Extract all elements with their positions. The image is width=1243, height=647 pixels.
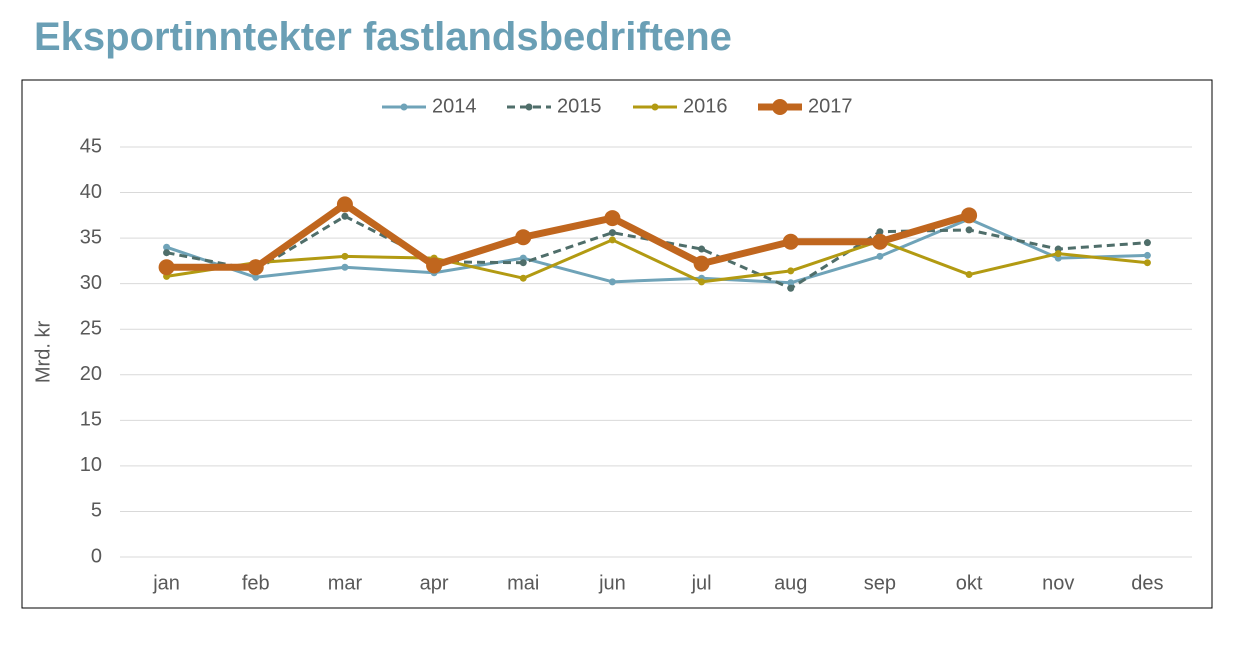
data-point (252, 273, 260, 281)
legend-marker (651, 103, 659, 111)
series-line (166, 200, 971, 271)
data-point (163, 243, 171, 251)
data-point (787, 284, 795, 292)
chart-title: Eksportinntekter fastlandsbedriftene (34, 15, 732, 59)
x-tick-label: des (1131, 572, 1163, 594)
data-point (698, 245, 706, 253)
x-tick-label: mai (507, 572, 539, 594)
x-tick-label: jul (691, 572, 712, 594)
y-tick-label: 15 (80, 409, 102, 431)
x-tick-label: okt (956, 572, 983, 594)
data-point (965, 271, 973, 279)
data-point (426, 257, 443, 274)
y-tick-label: 45 (80, 135, 102, 157)
y-tick-label: 20 (80, 363, 102, 385)
legend-marker (525, 103, 533, 111)
data-point (515, 229, 532, 246)
data-point (163, 249, 171, 257)
data-point (341, 252, 349, 260)
data-point (519, 259, 527, 267)
y-tick-label: 5 (91, 500, 102, 522)
data-point (608, 278, 616, 286)
data-point (336, 196, 353, 213)
data-point (961, 207, 978, 224)
data-point (871, 233, 888, 250)
x-tick-label: nov (1042, 572, 1074, 594)
data-point (965, 226, 973, 234)
x-tick-label: feb (242, 572, 270, 594)
data-point (608, 229, 616, 237)
y-tick-label: 0 (91, 545, 102, 567)
data-point (1143, 239, 1151, 247)
data-point (876, 228, 884, 236)
data-point (787, 267, 795, 275)
legend-label: 2016 (683, 95, 728, 117)
y-tick-label: 25 (80, 318, 102, 340)
data-point (1054, 250, 1062, 258)
data-point (1143, 259, 1151, 267)
legend-marker (772, 99, 788, 115)
data-point (604, 210, 621, 227)
data-point (787, 279, 795, 287)
y-tick-label: 10 (80, 454, 102, 476)
data-point (876, 252, 884, 260)
legend-label: 2017 (808, 95, 853, 117)
legend-label: 2014 (432, 95, 477, 117)
legend-marker (400, 103, 408, 111)
x-tick-label: apr (420, 572, 449, 594)
series-line (166, 238, 1148, 284)
x-tick-label: aug (774, 572, 807, 594)
series-line (166, 217, 1148, 285)
chart-frame (21, 79, 1213, 609)
y-tick-label: 30 (80, 272, 102, 294)
y-tick-label: 35 (80, 226, 102, 248)
x-tick-label: sep (864, 572, 896, 594)
data-point (693, 255, 710, 272)
data-point (158, 259, 175, 276)
x-tick-label: jun (598, 572, 626, 594)
y-tick-label: 40 (80, 181, 102, 203)
data-point (1143, 251, 1151, 259)
x-tick-label: jan (152, 572, 180, 594)
x-tick-label: mar (328, 572, 363, 594)
data-point (341, 263, 349, 271)
data-point (698, 278, 706, 286)
data-point (341, 212, 349, 220)
legend-label: 2015 (557, 95, 602, 117)
data-point (782, 233, 799, 250)
data-point (519, 274, 527, 282)
y-axis-label: Mrd. kr (32, 321, 54, 384)
data-point (247, 259, 264, 276)
data-point (608, 236, 616, 244)
